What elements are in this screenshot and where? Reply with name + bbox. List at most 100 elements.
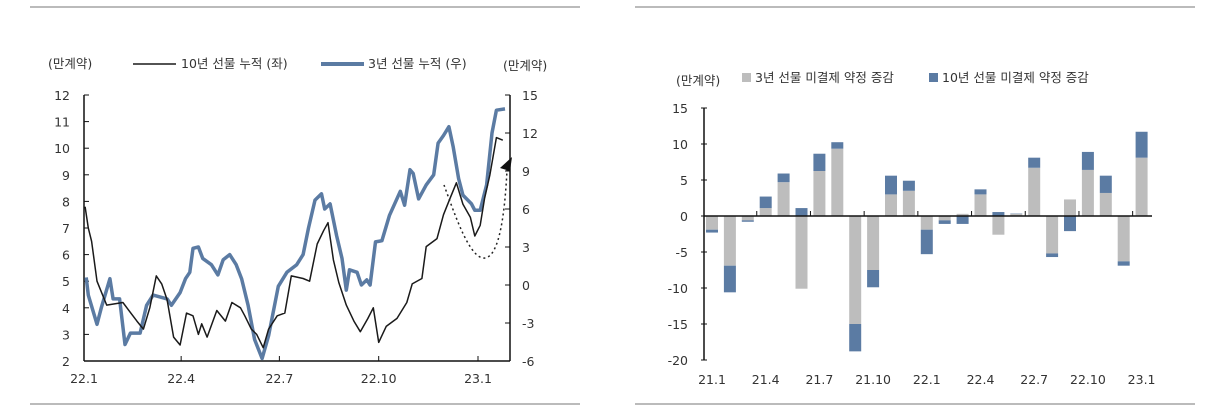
bar-3y-21.3 xyxy=(741,216,754,221)
bar-10y-22.1 xyxy=(920,229,933,255)
right-y-tick-label: 6 xyxy=(522,202,530,217)
right-y-tick-label: 0 xyxy=(522,278,530,293)
left-y-tick-label: 6 xyxy=(62,248,70,263)
legend-label-10y-oi: 10년 선물 미결제 약정 증감 xyxy=(942,70,1089,85)
bar-3y-21.11 xyxy=(885,194,897,216)
bar-3y-22.8 xyxy=(1046,216,1059,254)
bar-3y-22.1 xyxy=(920,216,933,230)
line-10y-cumulative xyxy=(84,136,504,349)
bar-3y-21.6 xyxy=(795,216,808,289)
bar-x-tick-label: 21.1 xyxy=(698,372,726,387)
bar-10y-23.1 xyxy=(1135,131,1148,158)
bar-x-tick-label: 21.4 xyxy=(752,372,780,387)
left-y-tick-label: 11 xyxy=(54,115,70,130)
bar-10y-21.3 xyxy=(741,220,754,222)
left-y-tick-label: 5 xyxy=(62,274,70,289)
bar-3y-21.9 xyxy=(849,216,862,324)
arrowhead-icon xyxy=(500,157,512,171)
rebound-annotation-curve xyxy=(443,169,508,259)
x-tick-label: 22.4 xyxy=(167,371,195,386)
bar-3y-23.1 xyxy=(1135,157,1148,216)
bar-10y-21.12 xyxy=(902,180,915,191)
bar-10y-21.9 xyxy=(849,324,862,352)
bar-10y-22.9 xyxy=(1064,216,1076,232)
bar-10y-22.7 xyxy=(1028,157,1041,168)
bar-y-tick-label: -20 xyxy=(668,353,688,368)
bar-10y-21.1 xyxy=(706,229,718,233)
bar-10y-21.8 xyxy=(831,142,844,149)
right-axis-unit: (만계약) xyxy=(503,58,547,73)
legend-label-10y: 10년 선물 누적 (좌) xyxy=(181,56,288,71)
bar-3y-22.12 xyxy=(1117,216,1130,262)
bar-3y-21.7 xyxy=(813,171,826,216)
bar-x-tick-label: 23.1 xyxy=(1128,372,1156,387)
left-y-tick-label: 12 xyxy=(54,88,70,103)
bar-10y-22.3 xyxy=(956,216,969,224)
left-y-tick-label: 4 xyxy=(62,301,70,316)
bar-3y-21.1 xyxy=(706,216,718,230)
bar-10y-22.10 xyxy=(1081,151,1094,170)
right-y-tick-label: 3 xyxy=(522,240,530,255)
bar-3y-21.5 xyxy=(777,182,790,216)
bar-10y-22.12 xyxy=(1117,261,1130,266)
bar-x-tick-label: 21.7 xyxy=(805,372,833,387)
bar-3y-22.4 xyxy=(974,194,987,216)
right-y-tick-label: 15 xyxy=(522,88,538,103)
bar-10y-21.7 xyxy=(813,153,826,171)
x-tick-label: 23.1 xyxy=(464,371,492,386)
bar-10y-22.4 xyxy=(974,189,987,195)
bar-y-tick-label: 10 xyxy=(672,137,688,152)
bar-3y-22.10 xyxy=(1081,169,1094,216)
bar-10y-21.10 xyxy=(867,270,880,288)
bar-x-tick-label: 21.10 xyxy=(855,372,891,387)
right-y-tick-label: -3 xyxy=(522,316,534,331)
left-y-tick-label: 2 xyxy=(62,354,70,369)
bar-x-tick-label: 22.7 xyxy=(1020,372,1048,387)
left-y-tick-label: 7 xyxy=(62,221,70,236)
bar-10y-21.5 xyxy=(777,173,790,183)
bar-y-tick-label: 15 xyxy=(672,101,688,116)
legend-swatch-3y-oi xyxy=(742,73,751,82)
left-axis-unit: (만계약) xyxy=(48,56,92,71)
bar-3y-22.3 xyxy=(956,213,969,216)
bar-3y-21.10 xyxy=(867,216,880,270)
legend-label-3y-oi: 3년 선물 미결제 약정 증감 xyxy=(755,70,894,85)
bar-3y-22.6 xyxy=(1010,213,1023,216)
bar-y-tick-label: 5 xyxy=(680,173,688,188)
legend-label-3y: 3년 선물 누적 (우) xyxy=(368,56,467,71)
bar-10y-21.11 xyxy=(885,175,897,195)
bar-10y-21.6 xyxy=(795,208,808,216)
bar-x-tick-label: 22.1 xyxy=(913,372,941,387)
bar-y-tick-label: -5 xyxy=(676,245,688,260)
bar-3y-21.4 xyxy=(759,208,772,216)
right-y-tick-label: 9 xyxy=(522,164,530,179)
x-tick-label: 22.7 xyxy=(265,371,293,386)
x-tick-label: 22.1 xyxy=(70,371,98,386)
bar-10y-22.8 xyxy=(1046,253,1059,258)
right-y-tick-label: -6 xyxy=(522,354,535,369)
bar-10y-22.11 xyxy=(1099,175,1112,193)
right-y-tick-label: 12 xyxy=(522,126,538,141)
bar-10y-21.2 xyxy=(723,265,736,293)
x-tick-label: 22.10 xyxy=(361,371,397,386)
bar-3y-21.8 xyxy=(831,148,844,216)
bar-3y-22.7 xyxy=(1028,167,1041,216)
bar-y-tick-label: 0 xyxy=(680,209,688,224)
bar-x-tick-label: 22.4 xyxy=(967,372,995,387)
bar-10y-22.5 xyxy=(992,212,1005,216)
left-y-tick-label: 10 xyxy=(54,141,70,156)
bar-x-tick-label: 22.10 xyxy=(1070,372,1106,387)
bar-y-tick-label: -15 xyxy=(668,317,688,332)
bar-axis-unit: (만계약) xyxy=(676,73,720,88)
bar-3y-22.11 xyxy=(1099,192,1112,216)
bar-10y-21.4 xyxy=(759,196,772,209)
bar-10y-22.2 xyxy=(938,220,951,224)
bar-3y-22.9 xyxy=(1064,199,1076,216)
legend-swatch-10y-oi xyxy=(929,73,938,82)
left-y-tick-label: 9 xyxy=(62,168,70,183)
bar-3y-21.2 xyxy=(723,216,736,266)
bar-3y-21.12 xyxy=(902,190,915,216)
bar-3y-22.5 xyxy=(992,216,1005,235)
